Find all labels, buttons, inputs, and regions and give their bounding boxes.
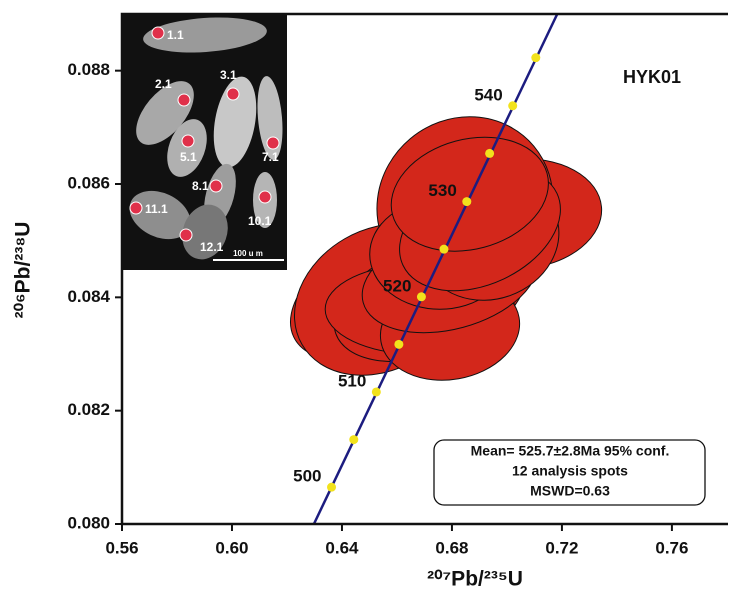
spot: [178, 94, 190, 106]
spot: [130, 202, 142, 214]
x-tick-label: 0.56: [105, 538, 138, 557]
result-text: MSWD=0.63: [530, 483, 610, 499]
x-tick-label: 0.64: [325, 538, 359, 557]
spot-label: 12.1: [200, 240, 224, 254]
y-tick-label: 0.086: [67, 173, 110, 192]
age-label: 530: [428, 181, 456, 200]
concordia-point: [394, 340, 403, 349]
age-label: 500: [293, 467, 321, 486]
spot-label: 3.1: [220, 68, 237, 82]
y-tick-label: 0.080: [67, 513, 110, 532]
spot-label: 2.1: [155, 77, 172, 91]
spot: [259, 191, 271, 203]
x-tick-label: 0.72: [545, 538, 578, 557]
spot-label: 5.1: [180, 150, 197, 164]
concordia-point: [417, 292, 426, 301]
age-label: 510: [338, 371, 366, 390]
spot: [227, 88, 239, 100]
concordia-point: [485, 149, 494, 158]
spot: [210, 180, 222, 192]
concordia-point: [327, 483, 336, 492]
spot: [180, 229, 192, 241]
x-tick-label: 0.76: [655, 538, 688, 557]
concordia-point: [508, 101, 517, 110]
age-label: 520: [383, 276, 411, 295]
spot-label: 7.1: [262, 150, 279, 164]
x-tick-label: 0.68: [435, 538, 468, 557]
spot-label: 1.1: [167, 28, 184, 42]
concordia-point: [462, 197, 471, 206]
concordia-point: [531, 53, 540, 62]
y-tick-label: 0.082: [67, 400, 110, 419]
concordia-point: [439, 245, 448, 254]
spot-label: 11.1: [145, 202, 168, 216]
spot-label: 10.1: [248, 214, 272, 228]
result-text: 12 analysis spots: [512, 463, 628, 479]
age-label: 540: [474, 85, 502, 104]
y-tick-label: 0.084: [67, 287, 110, 306]
spot: [182, 135, 194, 147]
y-axis-label: ²⁰⁶Pb/²³⁸U: [12, 222, 35, 319]
x-axis-label: ²⁰⁷Pb/²³⁵U: [427, 568, 523, 591]
chart: 500 510 520 530 540 HYK01 Mean= 525.7±2.8Ma …: [0, 0, 730, 594]
sample-label: HYK01: [623, 67, 681, 87]
concordia-point: [372, 387, 381, 396]
x-tick-label: 0.60: [215, 538, 248, 557]
concordia-point: [349, 435, 358, 444]
y-tick-label: 0.088: [67, 60, 110, 79]
spot: [267, 137, 279, 149]
scale-bar-label: 100 u m: [233, 249, 263, 258]
inset-image: 1.1 2.1 3.1 5.1 7.1 8.1 10.1 11.1 12.1 1…: [122, 14, 287, 270]
result-text: Mean= 525.7±2.8Ma 95% conf.: [471, 443, 670, 459]
spot: [152, 27, 164, 39]
spot-label: 8.1: [192, 179, 209, 193]
